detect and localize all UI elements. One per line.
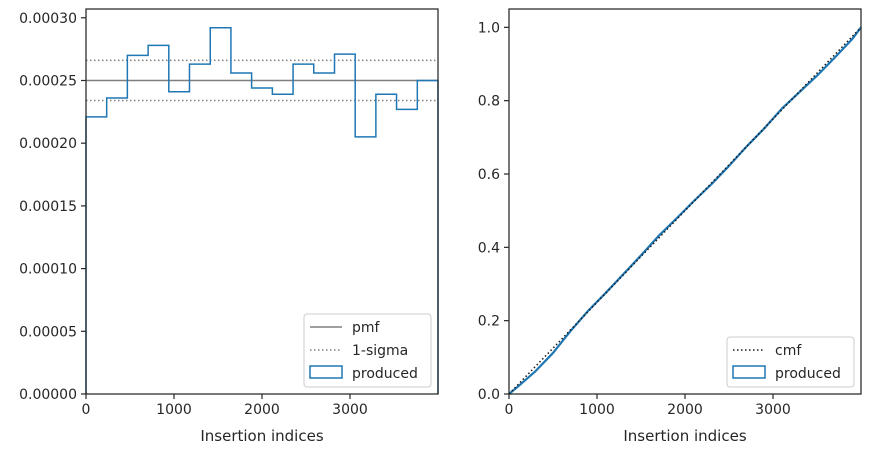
- x-tick-label: 3000: [332, 402, 368, 418]
- cumulative-ticks: 0 1000 2000 3000 0.0 0.2 0.4 0.6 0.8 1.0: [478, 20, 791, 418]
- cumulative-x-axis-label: Insertion indices: [623, 427, 746, 445]
- x-tick-label: 0: [82, 402, 91, 418]
- y-tick-label: 0.00005: [19, 324, 77, 340]
- y-tick-label: 0.8: [478, 94, 500, 110]
- histogram-legend: pmf 1-sigma produced: [303, 313, 432, 388]
- histogram-ticks: 0 1000 2000 3000 0.00000 0.00005 0.00010 0.0001…: [19, 11, 368, 418]
- x-tick-label: 0: [505, 402, 514, 418]
- y-tick-label: 0.00030: [19, 11, 77, 27]
- legend-produced-swatch: [309, 365, 343, 379]
- x-tick-label: 1000: [579, 402, 615, 418]
- y-tick-label: 0.00025: [19, 73, 77, 89]
- y-tick-label: 1.0: [478, 20, 500, 36]
- x-tick-label: 3000: [755, 402, 791, 418]
- y-tick-label: 0.00015: [19, 199, 77, 215]
- y-tick-label: 0.00000: [19, 387, 77, 403]
- histogram-legend-box: [303, 313, 432, 388]
- histogram-panel: 0 1000 2000 3000 0.00000 0.00005 0.00010 0.0001…: [19, 8, 439, 445]
- legend-cumulative-produced-label: produced: [775, 366, 841, 382]
- y-tick-label: 0.00010: [19, 262, 77, 278]
- y-tick-label: 0.0: [478, 387, 500, 403]
- histogram-plot-area: [85, 27, 439, 394]
- cmf-line: [508, 26, 862, 395]
- cumulative-legend: cmf produced: [726, 336, 855, 388]
- produced-cumulative-line: [508, 26, 862, 395]
- y-tick-label: 0.6: [478, 167, 500, 183]
- cumulative-plot-area: [508, 26, 862, 395]
- legend-cmf-label: cmf: [775, 343, 802, 359]
- y-tick-label: 0.00020: [19, 136, 77, 152]
- histogram-x-axis-label: Insertion indices: [200, 427, 323, 445]
- x-tick-label: 2000: [244, 402, 280, 418]
- cumulative-axes-frame: [508, 8, 862, 395]
- x-tick-label: 2000: [667, 402, 703, 418]
- y-tick-label: 0.2: [478, 314, 500, 330]
- y-tick-label: 0.4: [478, 240, 500, 256]
- x-tick-label: 1000: [156, 402, 192, 418]
- cumulative-legend-box: [726, 336, 855, 388]
- legend-cumulative-produced-swatch: [732, 365, 766, 379]
- legend-produced-label: produced: [352, 366, 418, 382]
- cumulative-panel: 0 1000 2000 3000 0.0 0.2 0.4 0.6 0.8 1.0 Insertio…: [478, 8, 862, 445]
- legend-1-sigma-label: 1-sigma: [352, 343, 408, 359]
- produced-step-histogram: [85, 27, 439, 394]
- legend-pmf-label: pmf: [352, 320, 381, 336]
